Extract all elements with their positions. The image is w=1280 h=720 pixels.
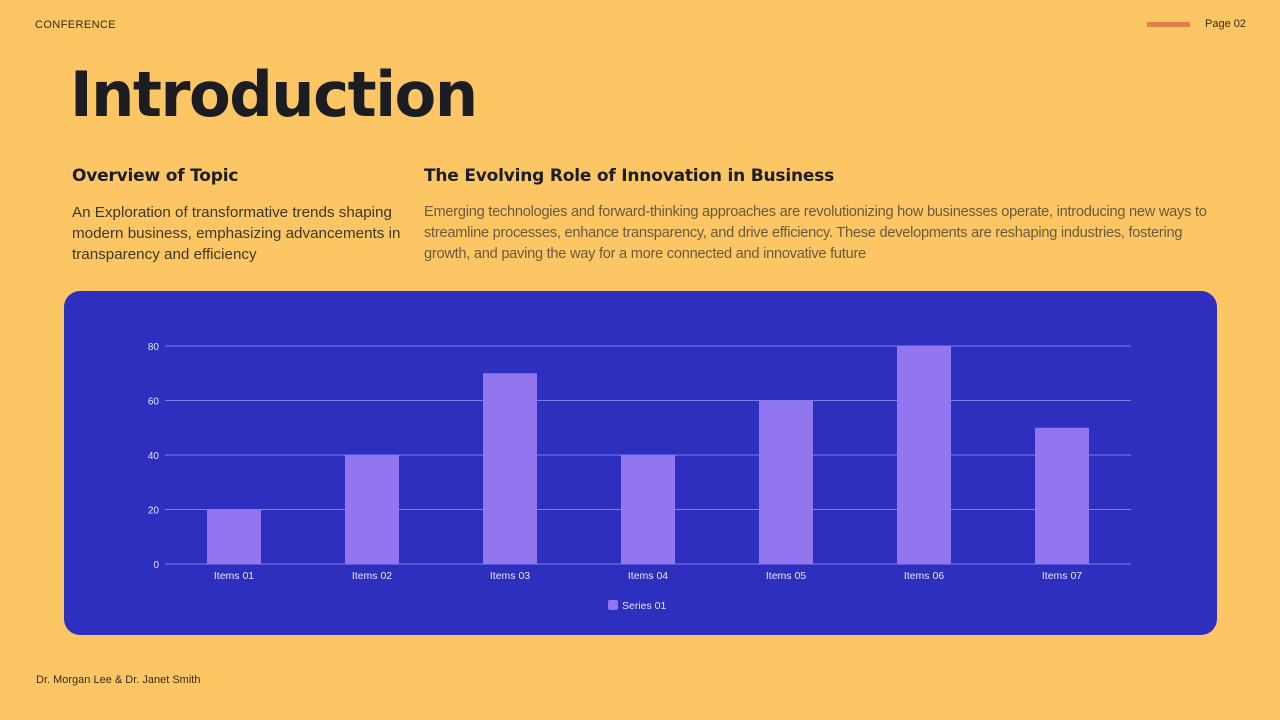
legend-label: Series 01 — [622, 600, 667, 612]
legend-swatch — [608, 600, 618, 610]
y-tick-label: 0 — [153, 560, 159, 571]
innovation-section: The Evolving Role of Innovation in Busin… — [424, 166, 1214, 265]
chart-card: 0 20 40 60 80 Items 01 Items 02 Items 03 Items 0… — [64, 291, 1217, 635]
y-tick-label: 60 — [148, 397, 160, 408]
y-tick-label: 20 — [148, 506, 160, 517]
bar-chart: 0 20 40 60 80 Items 01 Items 02 Items 03 Items 0… — [148, 342, 1131, 612]
innovation-body: Emerging technologies and forward-thinki… — [424, 204, 1207, 262]
overview-heading: Overview of Topic — [72, 166, 239, 186]
bar-7[interactable] — [1035, 427, 1089, 564]
page-number: Page 02 — [1205, 18, 1246, 30]
bar-2[interactable] — [345, 455, 399, 564]
bar-4[interactable] — [621, 455, 675, 564]
x-tick-label: Items 01 — [214, 570, 254, 582]
conference-label: CONFERENCE — [35, 19, 117, 31]
x-tick-label: Items 07 — [1042, 570, 1082, 582]
y-tick-label: 80 — [148, 342, 160, 353]
x-tick-label: Items 03 — [490, 570, 530, 582]
x-tick-label: Items 06 — [904, 570, 944, 582]
overview-body: An Exploration of transformative trends … — [72, 204, 401, 263]
bar-6[interactable] — [897, 346, 951, 564]
bar-5[interactable] — [759, 400, 813, 565]
innovation-heading: The Evolving Role of Innovation in Busin… — [424, 166, 835, 186]
x-tick-label: Items 05 — [766, 570, 806, 582]
x-tick-label: Items 04 — [628, 570, 668, 582]
overview-section: Overview of Topic An Exploration of tran… — [72, 166, 412, 265]
y-tick-label: 40 — [148, 451, 160, 462]
page-accent-bar — [1147, 21, 1191, 27]
bar-3[interactable] — [483, 373, 537, 564]
bar-1[interactable] — [207, 509, 261, 565]
x-tick-label: Items 02 — [352, 570, 392, 582]
authors-footer: Dr. Morgan Lee & Dr. Janet Smith — [36, 674, 201, 686]
page-indicator: Page 02 — [1147, 18, 1246, 30]
page-title: Introduction — [70, 58, 478, 131]
